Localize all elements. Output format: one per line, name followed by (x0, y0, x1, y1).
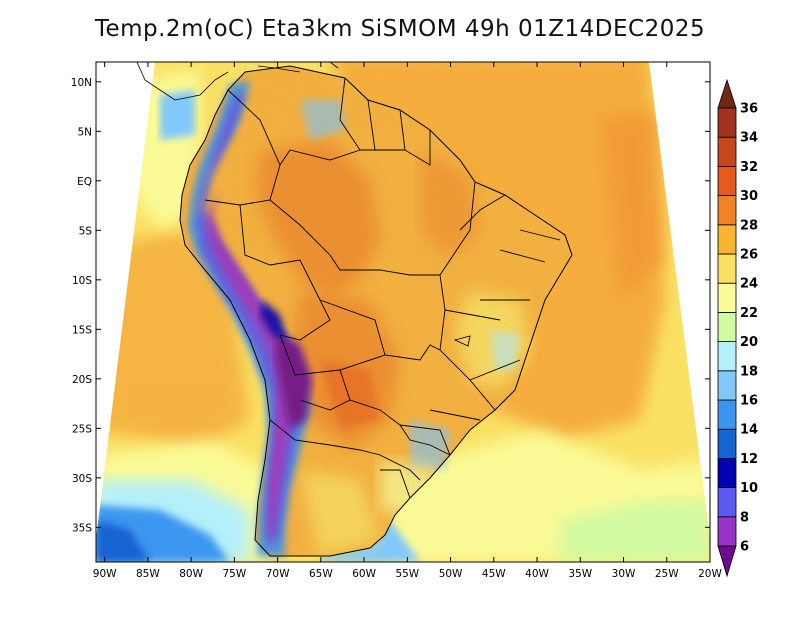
lon-tick-label: 70W (266, 568, 290, 580)
colorbar-swatch (717, 311, 737, 342)
lat-tick-label: 30S (72, 473, 92, 485)
colorbar-label: 32 (740, 160, 758, 175)
lon-tick-label: 50W (439, 568, 463, 580)
colorbar-swatch (717, 195, 737, 226)
lat-tick-label: 10N (71, 77, 92, 89)
lon-tick-label: 20W (698, 568, 722, 580)
colorbar-label: 22 (740, 306, 758, 321)
colorbar-label: 16 (740, 394, 758, 409)
lat-tick-label: 15S (72, 324, 92, 336)
colorbar-swatch (717, 136, 737, 167)
lat-tick-label: 5S (79, 225, 93, 237)
colorbar-label: 18 (740, 364, 758, 379)
latitude-axis: 10N 5N EQ 5S 10S 15S 20S 25S 30S 35S (71, 77, 710, 534)
domain-outside-left (96, 62, 155, 538)
colorbar-swatch (717, 487, 737, 518)
temperature-field (96, 62, 710, 562)
map-title: Temp.2m(oC) Eta3km SiSMOM 49h 01Z14DEC20… (94, 16, 706, 42)
colorbar-label: 28 (740, 218, 758, 233)
colorbar: 6 8 10 12 14 16 18 20 22 24 26 28 30 32 34 36 (717, 78, 758, 578)
lon-tick-label: 80W (179, 568, 203, 580)
colorbar-label: 26 (740, 248, 758, 263)
colorbar-label: 14 (740, 423, 758, 438)
lon-tick-label: 30W (612, 568, 636, 580)
colorbar-swatch (717, 253, 737, 284)
caribbean-coast (136, 62, 339, 101)
colorbar-label: 34 (740, 131, 758, 146)
lon-tick-label: 85W (136, 568, 160, 580)
map-frame (95, 61, 711, 563)
lon-tick-label: 90W (93, 568, 117, 580)
lon-tick-label: 60W (352, 568, 376, 580)
lat-tick-label: 25S (72, 423, 92, 435)
lat-tick-label: EQ (77, 176, 92, 188)
colorbar-swatch (717, 224, 737, 255)
colorbar-swatch (717, 370, 737, 401)
lon-tick-label: 55W (395, 568, 419, 580)
lon-tick-label: 65W (309, 568, 333, 580)
colorbar-label: 10 (740, 481, 758, 496)
colorbar-swatch (717, 107, 737, 138)
colorbar-swatch (717, 399, 737, 430)
lat-tick-label: 5N (77, 126, 92, 138)
colorbar-label: 8 (740, 510, 749, 525)
coldest-pacific-south (96, 520, 150, 562)
lat-tick-label: 20S (72, 374, 92, 386)
longitude-axis: 90W 85W 80W 75W 70W 65W 60W 55W 50W 45W 40W 35W 30W 2… (93, 62, 722, 580)
colorbar-swatch (717, 341, 737, 372)
warm-pacific (96, 230, 250, 450)
colorbar-swatch (717, 428, 737, 459)
colorbar-swatch (717, 516, 737, 547)
cold-pacific-spot (160, 90, 195, 140)
lon-tick-label: 25W (655, 568, 679, 580)
country-borders (179, 65, 573, 557)
colorbar-label: 30 (740, 189, 758, 204)
colorbar-label: 6 (740, 540, 749, 555)
colder-south-atlantic (560, 500, 710, 562)
colorbar-label: 36 (740, 102, 758, 117)
lon-tick-label: 75W (222, 568, 246, 580)
hot-atlantic-patch (600, 110, 665, 300)
colorbar-swatch (717, 165, 737, 196)
colorbar-swatch (717, 282, 737, 313)
lat-tick-label: 10S (72, 275, 92, 287)
lon-tick-label: 45W (482, 568, 506, 580)
lat-tick-label: 35S (72, 522, 92, 534)
colorbar-swatch (717, 457, 737, 488)
lon-tick-label: 40W (525, 568, 549, 580)
colorbar-label: 12 (740, 452, 758, 467)
colorbar-label: 20 (740, 335, 758, 350)
colorbar-label: 24 (740, 277, 758, 292)
domain-outside-right (649, 62, 710, 538)
lon-tick-label: 35W (568, 568, 592, 580)
colorbar-max-triangle (717, 78, 737, 109)
